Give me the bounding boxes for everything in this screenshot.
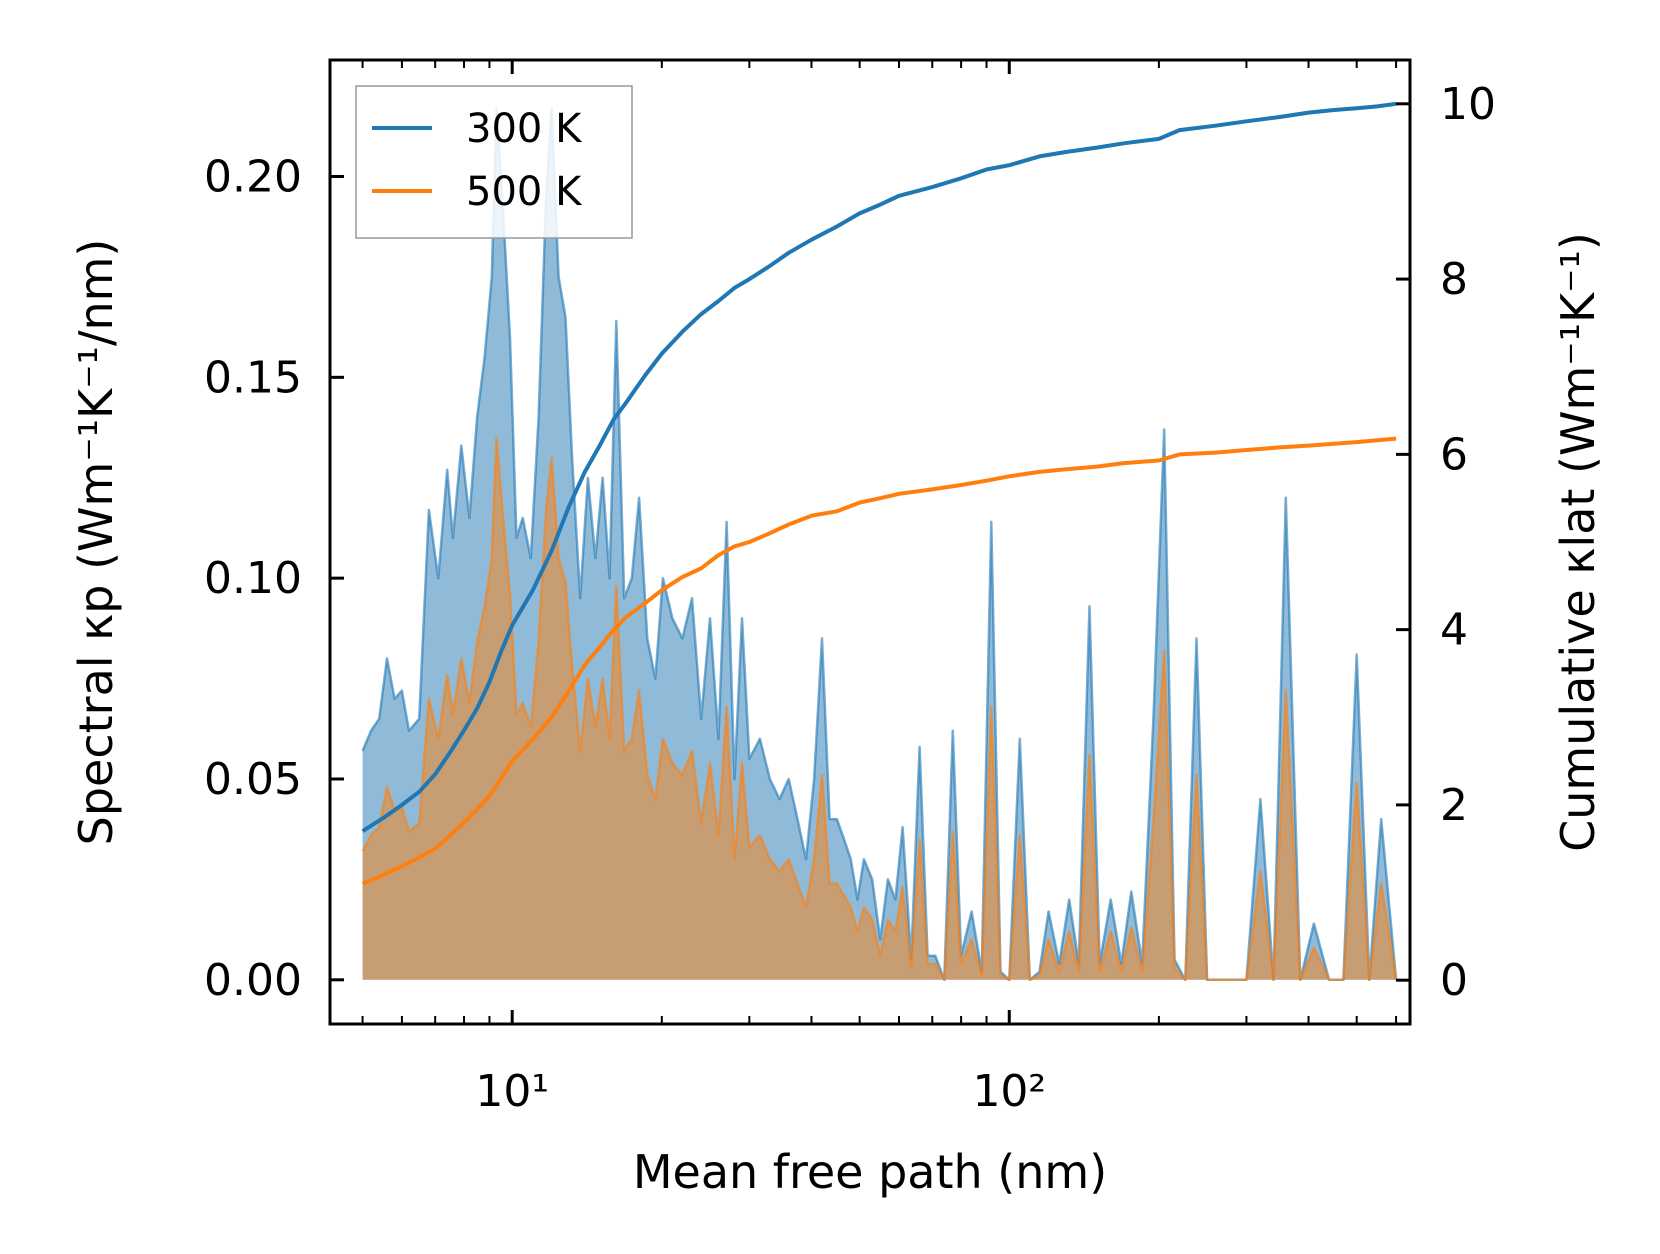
y-right-tick-label: 0: [1440, 955, 1468, 1006]
x-tick-label: 10²: [972, 1066, 1046, 1117]
y-right-tick-label: 10: [1440, 79, 1496, 130]
spectral-area-500k: [362, 437, 1397, 980]
y-left-tick-label: 0.15: [204, 352, 302, 403]
y-right-tick-label: 8: [1440, 254, 1468, 305]
spectral-line-500k: [361, 436, 1398, 982]
legend-box: [355, 85, 633, 239]
y-left-axis-title: Spectral κp (Wm⁻¹K⁻¹/nm): [69, 239, 123, 846]
y-right-axis-title: Cumulative κlat (Wm⁻¹K⁻¹): [1551, 232, 1605, 852]
x-axis-title: Mean free path (nm): [633, 1145, 1107, 1199]
y-right-tick-label: 2: [1440, 780, 1468, 831]
legend-label-500k: 500 K: [466, 169, 583, 215]
y-right-tick-label: 4: [1440, 605, 1468, 656]
legend: 300 K 500 K: [355, 85, 633, 239]
ticks-layer: [330, 60, 1410, 1024]
legend-label-300k: 300 K: [466, 106, 583, 152]
spectral-line-300k: [361, 106, 1398, 982]
y-right-tick-label: 6: [1440, 429, 1468, 480]
y-left-tick-label: 0.20: [204, 151, 302, 202]
x-tick-label: 10¹: [475, 1066, 549, 1117]
y-left-tick-label: 0.10: [204, 553, 302, 604]
plot-frame: [328, 58, 1412, 1026]
cumulative-line-500k: [361, 436, 1397, 886]
tick-labels-layer: 10¹ 10² 0.00 0.05 0.10 0.15 0.20 0 2 4 6 8 10: [204, 79, 1496, 1117]
cumulative-line-300k: [361, 101, 1397, 833]
cumulative-series-layer: [361, 101, 1397, 886]
spectral-series-layer: [361, 106, 1398, 982]
y-left-tick-label: 0.00: [204, 955, 302, 1006]
y-left-tick-label: 0.05: [204, 754, 302, 805]
